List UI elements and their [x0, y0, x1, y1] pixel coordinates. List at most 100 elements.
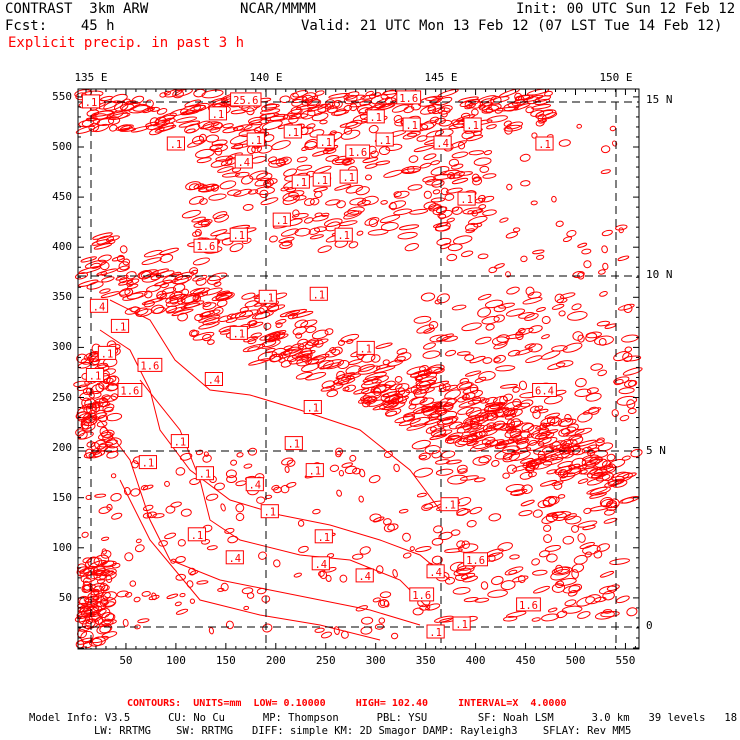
x-grid-tick-label: 500	[565, 654, 586, 667]
contour-label: .1	[305, 463, 324, 478]
svg-text:.4: .4	[436, 138, 449, 150]
x-grid-tick-label: 150	[215, 654, 236, 667]
svg-text:.4: .4	[314, 559, 327, 571]
contour-label: 1.6	[117, 383, 143, 398]
svg-text:.1: .1	[263, 507, 276, 519]
svg-text:.1: .1	[455, 619, 468, 631]
svg-text:.4: .4	[228, 553, 241, 565]
contour-label: .1	[402, 117, 421, 132]
contour-label: .1	[283, 124, 302, 139]
lon-tick-label: 140 E	[249, 71, 283, 84]
contour-label: .1	[535, 136, 554, 151]
contour-lines	[73, 88, 643, 649]
svg-text:.1: .1	[378, 135, 391, 147]
contour-label: .1	[309, 286, 328, 301]
svg-text:.1: .1	[429, 627, 442, 639]
x-grid-tick-label: 450	[515, 654, 536, 667]
contour-label: .1	[291, 174, 310, 189]
x-grid-tick-label: 400	[465, 654, 486, 667]
contour-label: .1	[440, 497, 459, 512]
contour-label: .4	[89, 298, 109, 313]
y-grid-tick-label: 200	[52, 440, 72, 454]
physics-info: LW: RRTMG SW: RRTMG DIFF: simple KM: 2D …	[94, 725, 632, 737]
contour-label: .1	[166, 136, 186, 151]
svg-text:.1: .1	[359, 343, 372, 355]
svg-text:.1: .1	[294, 177, 307, 189]
contour-label: 1.6	[409, 587, 435, 602]
contour-label: .1	[85, 368, 105, 383]
contour-label: .1	[356, 340, 375, 355]
svg-text:.1: .1	[142, 458, 155, 470]
x-grid-tick-label: 350	[415, 654, 436, 667]
plot-frame	[77, 88, 640, 650]
contour-label: .1	[246, 132, 265, 147]
y-grid-tick-label: 250	[52, 390, 72, 404]
model-info: Model Info: V3.5 CU: No Cu MP: Thompson …	[29, 712, 740, 724]
contour-label: .1	[229, 227, 248, 242]
svg-text:.1: .1	[405, 120, 418, 132]
svg-text:.1: .1	[170, 139, 183, 151]
x-grid-tick-label: 200	[265, 654, 286, 667]
y-grid-tick-label: 50	[58, 590, 72, 604]
contour-info: CONTOURS: UNITS=mm LOW= 0.10000 HIGH= 10…	[127, 698, 567, 709]
x-grid-tick-label: 250	[315, 654, 336, 667]
svg-text:.1: .1	[232, 328, 245, 340]
y-grid-tick-label: 100	[52, 540, 72, 554]
svg-text:1.6: 1.6	[348, 147, 367, 159]
contour-label: .1	[97, 345, 117, 360]
lon-tick-label: 135 E	[74, 71, 108, 84]
x-grid-tick-label: 50	[119, 654, 133, 667]
contour-label: .4	[245, 477, 264, 492]
contour-label: .4	[225, 550, 244, 565]
svg-text:1.6: 1.6	[466, 555, 485, 567]
svg-text:.1: .1	[191, 530, 204, 542]
contour-label: .1	[208, 106, 228, 121]
contour-label: .1	[457, 191, 476, 206]
svg-text:.1: .1	[306, 403, 319, 415]
svg-text:.1: .1	[261, 292, 274, 304]
field-title: Explicit precip. in past 3 h	[8, 35, 245, 51]
lat-tick-label: 0	[646, 619, 653, 632]
contour-label: .1	[339, 169, 358, 184]
valid-time: Valid: 21 UTC Mon 13 Feb 12 (07 LST Tue …	[301, 18, 723, 34]
contour-label: 1.6	[516, 597, 541, 612]
svg-text:.4: .4	[358, 571, 371, 583]
lon-tick-label: 150 E	[599, 71, 633, 84]
contour-label: .1	[316, 134, 335, 149]
x-grid-tick-label: 550	[615, 654, 636, 667]
y-grid-tick-label: 550	[52, 89, 72, 103]
contour-label: .1	[260, 504, 279, 519]
svg-text:.1: .1	[249, 135, 262, 147]
contour-label: .1	[187, 527, 207, 542]
contour-label: 25.6	[230, 92, 262, 107]
svg-text:.1: .1	[337, 230, 350, 242]
contour-label: .1	[426, 624, 445, 639]
contour-label: .4	[204, 372, 224, 387]
contour-label: 1.6	[345, 144, 371, 159]
svg-text:.1: .1	[317, 532, 330, 544]
contour-label: .1	[258, 289, 277, 304]
svg-text:.1: .1	[199, 469, 212, 481]
svg-text:1.6: 1.6	[412, 590, 431, 602]
contour-label: .1	[452, 616, 471, 631]
svg-text:.1: .1	[232, 230, 245, 242]
y-grid-tick-label: 350	[52, 290, 72, 304]
svg-text:.1: .1	[443, 500, 456, 512]
contour-label: 1.6	[137, 357, 163, 372]
contour-label: 6.4	[532, 383, 557, 398]
y-grid-tick-label: 500	[52, 140, 72, 153]
center-title: NCAR/MMMM	[240, 1, 316, 17]
lat-tick-label: 5 N	[646, 444, 666, 457]
svg-text:.1: .1	[287, 439, 300, 451]
forecast-hour: Fcst: 45 h	[5, 18, 115, 34]
contour-label: .4	[234, 154, 253, 169]
contour-label: .1	[81, 94, 101, 109]
contour-label: .1	[366, 109, 385, 124]
svg-text:1.6: 1.6	[120, 386, 139, 398]
svg-text:.4: .4	[237, 157, 250, 169]
svg-text:.1: .1	[174, 437, 187, 449]
y-grid-tick-label: 400	[52, 240, 72, 254]
svg-text:1.6: 1.6	[399, 93, 418, 105]
svg-text:1.6: 1.6	[519, 600, 538, 612]
